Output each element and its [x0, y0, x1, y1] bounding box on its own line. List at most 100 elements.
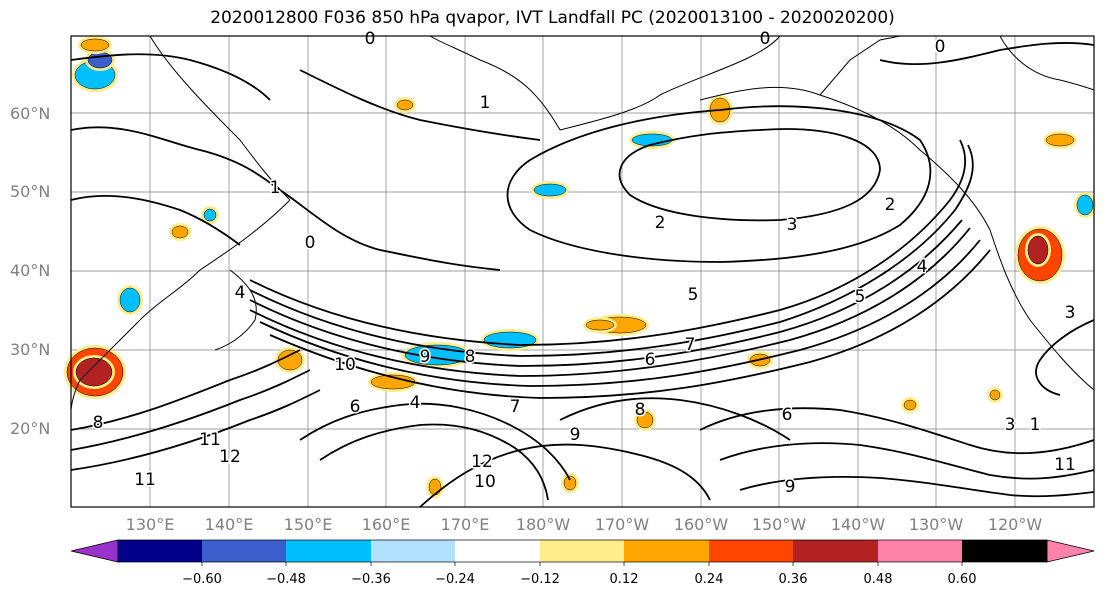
contour-label: 12 [471, 452, 493, 472]
ivt-contour-line [70, 194, 241, 246]
contour-label: 4 [410, 393, 421, 413]
contour-label: 2 [885, 195, 896, 215]
ivt-contour-line [699, 407, 1095, 455]
contour-label: 6 [782, 405, 793, 425]
colorbar-tick: 0.60 [947, 572, 977, 587]
coastline [139, 199, 291, 321]
lon-label-130w: 130°W [908, 515, 964, 534]
contour-label: 5 [688, 285, 699, 305]
ivt-contour-line [70, 349, 301, 431]
lon-label-160e: 160°E [361, 515, 411, 534]
contour-label: 9 [420, 347, 431, 367]
coastline [559, 35, 781, 131]
contour-label: 3 [1065, 303, 1076, 323]
map-background [71, 36, 1094, 507]
shading-patch [1045, 133, 1075, 147]
lat-label-30n: 30°N [10, 340, 51, 359]
shading-patch [428, 478, 442, 496]
lon-label-150e: 150°E [283, 515, 333, 534]
colorbar-segment [624, 540, 709, 562]
contour-label: 0 [760, 29, 771, 49]
colorbar-tick: 0.48 [863, 572, 893, 587]
contour-label: 7 [685, 335, 696, 355]
lon-label-170w: 170°W [594, 515, 650, 534]
ivt-contour-line [259, 239, 981, 387]
coastline [819, 35, 901, 96]
shading-patch [585, 319, 615, 331]
ivt-contours [70, 42, 1095, 508]
colorbar-extend-min [70, 539, 119, 563]
lat-label-50n: 50°N [10, 182, 51, 201]
colorbar-tick: 0.12 [609, 572, 639, 587]
lat-label-20n: 20°N [10, 419, 51, 438]
contour-label: 0 [365, 29, 376, 49]
lon-label-120w: 120°W [987, 515, 1043, 534]
contour-label: 3 [787, 215, 798, 235]
colorbar-segment [286, 540, 371, 562]
shading-patch [171, 225, 189, 239]
ivt-contour-line [269, 249, 991, 399]
shading-patch [277, 349, 303, 371]
ivt-contour-line [70, 126, 501, 271]
coastline [699, 86, 991, 231]
lat-label-40n: 40°N [10, 261, 51, 280]
colorbar-segment [455, 540, 540, 562]
coastline [149, 35, 291, 201]
lon-label-180w: 180°W [515, 515, 571, 534]
map-title: 2020012800 F036 850 hPa qvapor, IVT Land… [210, 8, 895, 28]
ivt-contour-line [249, 219, 963, 367]
lon-label-170e: 170°E [440, 515, 490, 534]
lon-label-140w: 140°W [830, 515, 886, 534]
ivt-contour-line [299, 69, 541, 141]
shading-patch [80, 38, 110, 52]
colorbar-tick: −0.36 [351, 572, 391, 587]
contour-label: 10 [334, 355, 356, 375]
contour-label: 1 [480, 93, 491, 113]
shading-patch [1076, 194, 1094, 216]
coastlines [70, 35, 1095, 411]
contour-label: 7 [510, 397, 521, 417]
contour-label: 1 [1030, 415, 1041, 435]
lon-label-160w: 160°W [673, 515, 729, 534]
lon-label-130e: 130°E [125, 515, 175, 534]
colorbar-segment [793, 540, 878, 562]
contour-label: 9 [785, 477, 796, 497]
contour-label: 2 [655, 213, 666, 233]
shading-patch [203, 208, 217, 222]
lon-label-140e: 140°E [204, 515, 254, 534]
ivt-contour-line [719, 442, 1095, 480]
colorbar-segment [118, 540, 202, 562]
shading-patch [636, 411, 654, 429]
contour-label: 5 [855, 287, 866, 307]
ivt-contour-line [419, 443, 711, 508]
ivt-contour-line [70, 53, 271, 101]
contour-label: 0 [305, 233, 316, 253]
colorbar-tick: −0.12 [520, 572, 560, 587]
map-frame [70, 35, 1095, 508]
shading-patch [533, 183, 567, 197]
qvapor-shading [64, 36, 1096, 498]
contour-label: 12 [219, 447, 241, 467]
ivt-contour-line [506, 105, 932, 263]
contour-label: 4 [235, 283, 246, 303]
contour-label: 11 [134, 470, 156, 490]
colorbar-segment [371, 540, 455, 562]
ivt-contour-line [249, 227, 971, 377]
lon-label-150w: 150°W [751, 515, 807, 534]
contour-label: 1 [270, 178, 281, 198]
shading-patch [1027, 235, 1049, 265]
ivt-contour-line [618, 128, 881, 222]
contour-label: 6 [350, 397, 361, 417]
shading-patch [563, 475, 577, 491]
ivt-contour-line [299, 402, 571, 481]
colorbar-frame [117, 539, 1048, 563]
shading-patch [87, 51, 113, 69]
ivt-contour-line [559, 397, 791, 441]
ivt-contour-line [249, 139, 967, 346]
ivt-contour-line [249, 144, 974, 357]
coastline [999, 35, 1095, 91]
shading-patch [989, 389, 1001, 401]
colorbar-segment [540, 540, 624, 562]
